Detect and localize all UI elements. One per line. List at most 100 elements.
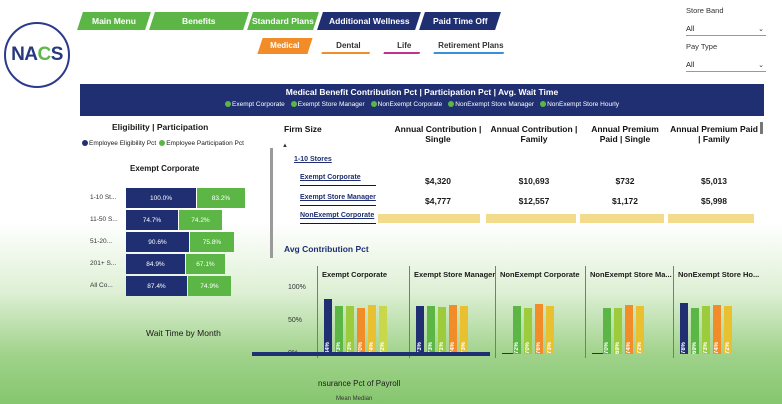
legend-entry: NonExempt Store Manager bbox=[448, 101, 534, 108]
contribution-bar: 72% bbox=[724, 306, 732, 354]
table-row-label[interactable]: NonExempt Corporate bbox=[300, 212, 375, 219]
bar-value-label: 73% bbox=[336, 341, 342, 354]
insurance-legend: Mean Median bbox=[336, 396, 373, 402]
contribution-bar: 73% bbox=[346, 306, 354, 354]
subtab-1[interactable]: Dental bbox=[321, 38, 375, 54]
bar-value-label: 74% bbox=[369, 341, 375, 354]
nav-item-2[interactable]: Standard Plans bbox=[247, 12, 319, 30]
benefit-subtabs: Medical Dental Life Retirement Plans bbox=[257, 38, 520, 54]
bar-value-label: 74% bbox=[450, 341, 456, 354]
contribution-bar: 73% bbox=[416, 306, 424, 354]
legend-dot-icon bbox=[159, 140, 166, 146]
subtab-label: Life bbox=[397, 40, 412, 50]
panel-separator bbox=[495, 266, 496, 358]
table-cell: $4,777 bbox=[425, 196, 451, 206]
contribution-bar bbox=[502, 353, 520, 354]
contribution-bar: 70% bbox=[524, 308, 532, 354]
nacs-logo: NACS bbox=[4, 22, 70, 88]
table-cell: $5,013 bbox=[701, 176, 727, 186]
nav-item-label: Additional Wellness bbox=[328, 16, 410, 26]
legend-dot-icon bbox=[448, 101, 455, 107]
contribution-bar: 71% bbox=[438, 307, 446, 354]
bar-value-label: 73% bbox=[703, 341, 709, 354]
subtab-label: Retirement Plans bbox=[438, 40, 504, 50]
legend-entry: Exempt Corporate bbox=[225, 101, 285, 108]
contribution-bar: 72% bbox=[379, 306, 387, 354]
bar-value-label: 69% bbox=[615, 341, 621, 354]
panel-separator bbox=[409, 266, 410, 358]
contribution-bar: 78% bbox=[680, 303, 688, 354]
contribution-bar: 76% bbox=[535, 304, 543, 354]
column-header: Annual Contribution | Family bbox=[490, 124, 578, 144]
eligibility-legend: Employee Eligibility Pct Employee Partici… bbox=[82, 140, 244, 147]
legend-dot-icon bbox=[82, 140, 88, 146]
panel-separator bbox=[317, 266, 318, 358]
contribution-bar: 72% bbox=[513, 306, 521, 354]
bar-value-label: 70% bbox=[358, 341, 364, 354]
table-cell: $5,998 bbox=[701, 196, 727, 206]
table-group-label[interactable]: 1-10 Stores bbox=[294, 156, 332, 163]
participation-bar: 75.8% bbox=[190, 232, 234, 252]
eligibility-scrollbar[interactable] bbox=[270, 148, 273, 258]
series-legend: Exempt Corporate Exempt Store Manager NonE… bbox=[80, 101, 764, 108]
y-tick-label: 100% bbox=[288, 284, 306, 291]
nav-item-1[interactable]: Benefits bbox=[149, 12, 249, 30]
bar-value-label: 70% bbox=[525, 341, 531, 354]
contribution-bar bbox=[592, 353, 610, 354]
table-scrollbar[interactable] bbox=[760, 122, 763, 134]
subtab-2[interactable]: Life bbox=[383, 38, 425, 54]
eligibility-bar: 87.4% bbox=[126, 276, 187, 296]
avg-contribution-title: Avg Contribution Pct bbox=[284, 244, 369, 254]
table-cell: $732 bbox=[615, 176, 635, 186]
eligibility-title: Eligibility | Participation bbox=[112, 122, 209, 132]
eligibility-legend-entry: Employee Participation Pct bbox=[159, 140, 244, 147]
bar-value-label: 72% bbox=[725, 341, 731, 354]
collapse-up-icon[interactable]: ▲ bbox=[282, 143, 288, 149]
panel-separator bbox=[585, 266, 586, 358]
contribution-bar: 74% bbox=[449, 305, 457, 354]
horizontal-scrollbar[interactable] bbox=[252, 352, 490, 356]
bar-value-label: 73% bbox=[347, 341, 353, 354]
contribution-bar: 72% bbox=[636, 306, 644, 354]
firm-size-label: 1-10 St... bbox=[90, 194, 117, 201]
empty-cell bbox=[486, 214, 576, 223]
nav-item-0[interactable]: Main Menu bbox=[77, 12, 151, 30]
panel-title: Exempt Store Manager bbox=[414, 270, 496, 279]
eligibility-bar: 90.6% bbox=[126, 232, 189, 252]
bar-value-label: 73% bbox=[547, 341, 553, 354]
bar-value-label: 72% bbox=[380, 341, 386, 354]
pay-type-select[interactable]: All ⌄ bbox=[686, 58, 766, 72]
eligibility-bar: 74.7% bbox=[126, 210, 178, 230]
firm-size-label: All Co... bbox=[90, 282, 113, 289]
empty-cell bbox=[378, 214, 390, 223]
main-nav: Main Menu Benefits Standard Plans Additiona… bbox=[77, 12, 502, 30]
table-row-label[interactable]: Exempt Store Manager bbox=[300, 194, 376, 201]
row-divider bbox=[300, 223, 376, 224]
nav-item-4[interactable]: Paid Time Off bbox=[419, 12, 501, 30]
subtab-3[interactable]: Retirement Plans bbox=[433, 38, 509, 54]
panel-title: Exempt Corporate bbox=[322, 270, 388, 279]
subtab-0[interactable]: Medical bbox=[257, 38, 313, 54]
eligibility-bar: 100.0% bbox=[126, 188, 196, 208]
table-cell: $12,557 bbox=[518, 196, 550, 206]
firm-size-label: 201+ S... bbox=[90, 260, 117, 267]
bar-value-label: 71% bbox=[439, 341, 445, 354]
nav-item-label: Benefits bbox=[182, 16, 216, 26]
section-banner: Medical Benefit Contribution Pct | Parti… bbox=[80, 84, 764, 116]
nav-item-3[interactable]: Additional Wellness bbox=[317, 12, 421, 30]
table-row-label[interactable]: Exempt Corporate bbox=[300, 174, 361, 181]
contribution-bar: 73% bbox=[702, 306, 710, 354]
panel-title: NonExempt Corporate bbox=[500, 270, 580, 279]
bar-value-label: 74% bbox=[626, 341, 632, 354]
legend-entry: NonExempt Store Hourly bbox=[540, 101, 619, 108]
eligibility-legend-label: Employee Participation Pct bbox=[166, 140, 244, 147]
bar-value-label: 73% bbox=[461, 341, 467, 354]
participation-bar: 67.1% bbox=[186, 254, 225, 274]
contribution-bar: 70% bbox=[357, 308, 365, 354]
contribution-bar: 70% bbox=[603, 308, 611, 354]
bar-value-label: 73% bbox=[428, 341, 434, 354]
column-header: Annual Contribution | Single bbox=[394, 124, 482, 144]
store-band-select[interactable]: All ⌄ bbox=[686, 22, 766, 36]
y-tick-label: 50% bbox=[288, 317, 303, 324]
table-cell: $10,693 bbox=[518, 176, 550, 186]
